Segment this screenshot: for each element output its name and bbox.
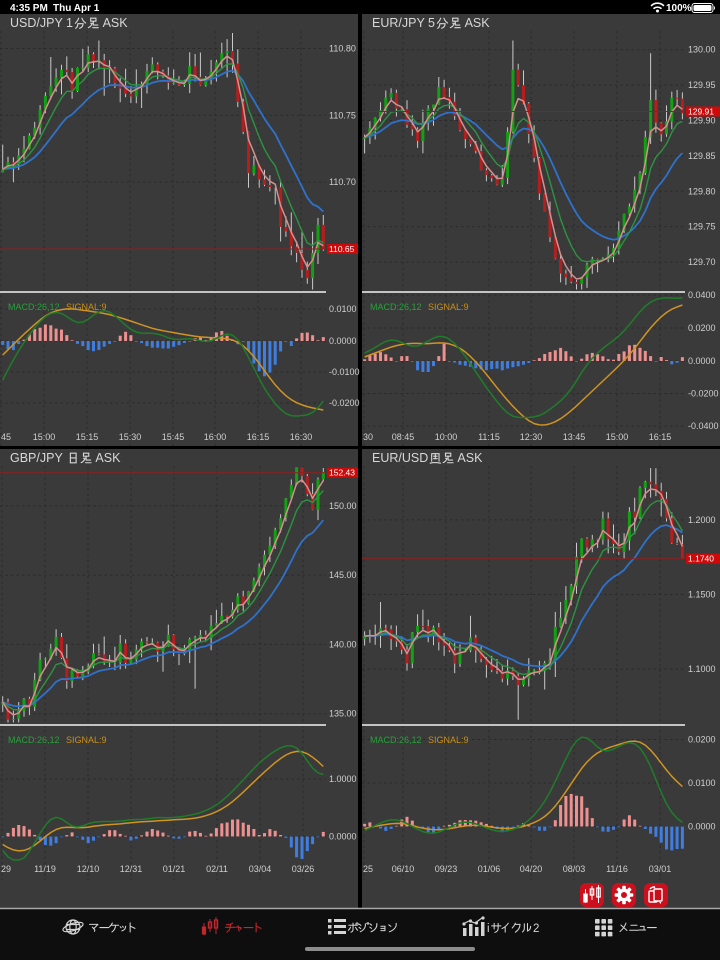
- svg-text:129.90: 129.90: [688, 116, 716, 126]
- svg-text:100%: 100%: [666, 3, 692, 14]
- svg-text:110.70: 110.70: [329, 177, 356, 187]
- svg-text:08/03: 08/03: [563, 864, 586, 874]
- svg-text:30: 30: [363, 432, 373, 442]
- svg-text:MACD:26,12: MACD:26,12: [8, 302, 60, 312]
- svg-text:MACD:26,12: MACD:26,12: [370, 735, 422, 745]
- svg-text:0.0000: 0.0000: [688, 356, 716, 366]
- svg-text:SIGNAL:9: SIGNAL:9: [66, 302, 107, 312]
- svg-text:16:30: 16:30: [290, 432, 313, 442]
- svg-text:4:35 PM: 4:35 PM: [10, 3, 48, 14]
- svg-text:140.00: 140.00: [329, 639, 357, 649]
- svg-text:16:15: 16:15: [247, 432, 270, 442]
- svg-text:16:15: 16:15: [649, 432, 672, 442]
- svg-text:-0.0400: -0.0400: [688, 421, 719, 431]
- svg-text:11/19: 11/19: [34, 864, 56, 874]
- svg-text:ASK: ASK: [465, 16, 491, 30]
- svg-text:12/31: 12/31: [120, 864, 143, 874]
- svg-text:150.00: 150.00: [329, 501, 357, 511]
- svg-text:15:00: 15:00: [33, 432, 56, 442]
- svg-text:15:00: 15:00: [606, 432, 629, 442]
- svg-text:SIGNAL:9: SIGNAL:9: [428, 302, 469, 312]
- svg-text:ASK: ASK: [95, 451, 121, 465]
- svg-text:0.0100: 0.0100: [329, 304, 357, 314]
- svg-text:45: 45: [1, 432, 11, 442]
- svg-text:i: i: [487, 923, 490, 935]
- svg-text:11:15: 11:15: [478, 432, 500, 442]
- svg-text:ASK: ASK: [457, 451, 483, 465]
- svg-text:2: 2: [533, 923, 539, 935]
- svg-text:03/04: 03/04: [249, 864, 272, 874]
- svg-text:03/01: 03/01: [649, 864, 672, 874]
- svg-text:15:15: 15:15: [76, 432, 99, 442]
- svg-text:129.95: 129.95: [688, 80, 716, 90]
- svg-text:ASK: ASK: [103, 16, 129, 30]
- svg-text:110.65: 110.65: [329, 244, 355, 254]
- svg-text:MACD:26,12: MACD:26,12: [8, 735, 60, 745]
- svg-text:135.00: 135.00: [329, 709, 357, 719]
- svg-text:129.91: 129.91: [688, 107, 714, 117]
- svg-text:25: 25: [363, 864, 373, 874]
- svg-text:1.1500: 1.1500: [688, 590, 716, 600]
- svg-text:130.00: 130.00: [688, 45, 716, 55]
- svg-text:Thu Apr 1: Thu Apr 1: [53, 3, 100, 14]
- svg-text:1.2000: 1.2000: [688, 515, 716, 525]
- svg-text:01/06: 01/06: [478, 864, 501, 874]
- svg-text:-0.0100: -0.0100: [329, 367, 360, 377]
- svg-text:12/10: 12/10: [77, 864, 100, 874]
- svg-text:15:45: 15:45: [162, 432, 185, 442]
- svg-text:0.0400: 0.0400: [688, 290, 716, 300]
- svg-text:02/11: 02/11: [206, 864, 228, 874]
- svg-text:EUR/JPY 5: EUR/JPY 5: [372, 16, 435, 30]
- svg-text:0.0000: 0.0000: [329, 832, 357, 842]
- svg-text:SIGNAL:9: SIGNAL:9: [428, 735, 469, 745]
- svg-text:13:45: 13:45: [563, 432, 586, 442]
- svg-text:08:45: 08:45: [392, 432, 415, 442]
- svg-text:129.75: 129.75: [688, 222, 716, 232]
- svg-text:03/26: 03/26: [292, 864, 315, 874]
- svg-text:15:30: 15:30: [119, 432, 142, 442]
- svg-text:0.0100: 0.0100: [688, 778, 716, 788]
- svg-text:-0.0200: -0.0200: [329, 398, 360, 408]
- svg-text:GBP/JPY: GBP/JPY: [10, 451, 63, 465]
- svg-text:129.70: 129.70: [688, 257, 716, 267]
- svg-text:29: 29: [1, 864, 11, 874]
- svg-text:SIGNAL:9: SIGNAL:9: [66, 735, 107, 745]
- svg-text:10:00: 10:00: [435, 432, 458, 442]
- svg-text:152.43: 152.43: [329, 468, 355, 478]
- svg-text:11/16: 11/16: [606, 864, 628, 874]
- svg-text:04/20: 04/20: [520, 864, 543, 874]
- svg-text:MACD:26,12: MACD:26,12: [370, 302, 422, 312]
- svg-text:1.1740: 1.1740: [688, 554, 714, 564]
- svg-text:12:30: 12:30: [520, 432, 543, 442]
- svg-text:16:00: 16:00: [204, 432, 227, 442]
- svg-text:129.85: 129.85: [688, 151, 716, 161]
- svg-text:09/23: 09/23: [435, 864, 458, 874]
- svg-text:1.0000: 1.0000: [329, 774, 357, 784]
- svg-text:01/21: 01/21: [163, 864, 186, 874]
- svg-text:USD/JPY 1: USD/JPY 1: [10, 16, 73, 30]
- svg-text:0.0200: 0.0200: [688, 323, 716, 333]
- svg-text:06/10: 06/10: [392, 864, 415, 874]
- svg-text:0.0200: 0.0200: [688, 735, 716, 745]
- svg-text:EUR/USD: EUR/USD: [372, 451, 428, 465]
- svg-text:0.0000: 0.0000: [688, 822, 716, 832]
- svg-text:145.00: 145.00: [329, 570, 357, 580]
- svg-text:110.80: 110.80: [329, 44, 356, 54]
- svg-text:129.80: 129.80: [688, 186, 716, 196]
- svg-text:110.75: 110.75: [329, 110, 356, 120]
- svg-text:0.0000: 0.0000: [329, 336, 357, 346]
- svg-text:1.1000: 1.1000: [688, 664, 716, 674]
- svg-text:-0.0200: -0.0200: [688, 389, 719, 399]
